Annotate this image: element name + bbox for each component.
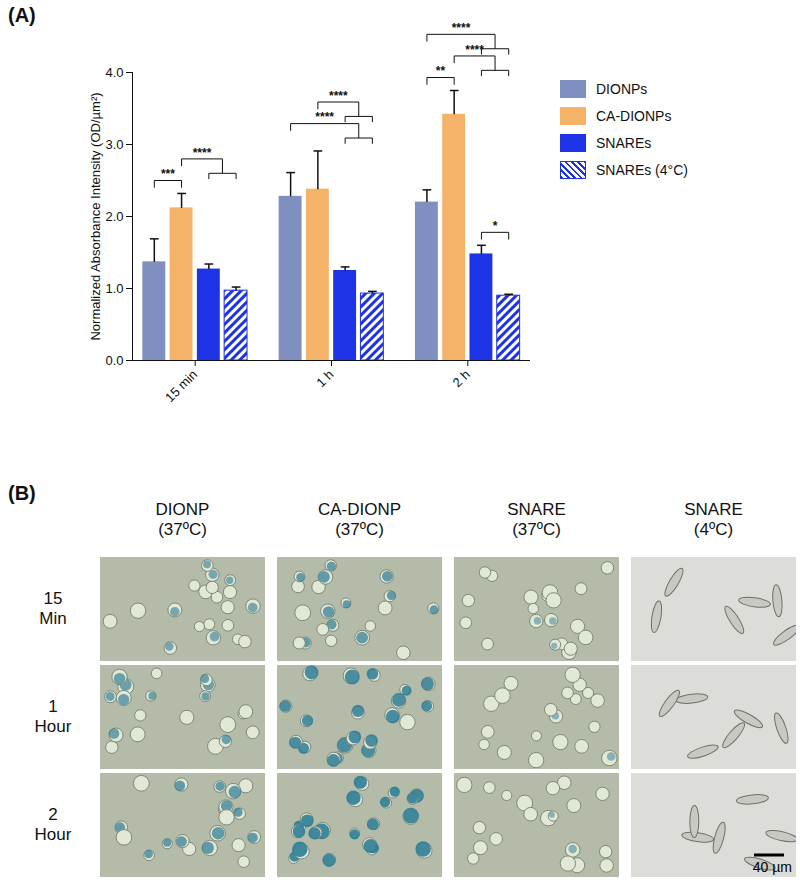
html-text:1: 1 (48, 697, 58, 716)
html-text:DIONPs: DIONPs (596, 81, 648, 97)
html-text:(4ºC): (4ºC) (693, 520, 734, 539)
svg-text:*: * (493, 219, 498, 233)
svg-text:****: **** (315, 110, 334, 124)
html-text:CA-DIONPs: CA-DIONPs (596, 108, 672, 124)
html-text:(A): (A) (8, 4, 36, 26)
svg-text:****: **** (193, 146, 212, 160)
html-text:(37ºC): (37ºC) (158, 520, 207, 539)
svg-text:Normalized Absorbance Intensit: Normalized Absorbance Intensity (OD/µm²) (88, 92, 103, 340)
svg-text:4.0: 4.0 (105, 65, 123, 80)
svg-text:15 min: 15 min (162, 367, 200, 405)
svg-text:****: **** (465, 43, 484, 57)
html-text:DIONP: DIONP (155, 500, 210, 519)
html-text:Min: Min (39, 609, 67, 628)
html-text:15: 15 (43, 589, 63, 608)
svg-text:40 µm: 40 µm (753, 859, 792, 875)
html-text:(37ºC): (37ºC) (512, 520, 561, 539)
svg-text:****: **** (329, 89, 348, 103)
html-text:(B): (B) (8, 482, 36, 504)
svg-text:1 h: 1 h (313, 367, 336, 390)
svg-text:3.0: 3.0 (105, 137, 123, 152)
html-text:Hour: Hour (34, 717, 72, 736)
html-text:SNAREs: SNAREs (596, 135, 652, 151)
svg-text:****: **** (452, 21, 471, 35)
html-text:SNAREs (4°C): SNAREs (4°C) (596, 162, 688, 178)
html-text:SNARE: SNARE (684, 500, 743, 519)
html-text:2: 2 (48, 805, 58, 824)
svg-text:2.0: 2.0 (105, 209, 123, 224)
svg-text:1.0: 1.0 (105, 281, 123, 296)
svg-text:***: *** (161, 167, 175, 181)
svg-text:2 h: 2 h (449, 367, 472, 390)
html-text:SNARE: SNARE (507, 500, 566, 519)
html-text:Hour: Hour (34, 825, 72, 844)
html-text:CA-DIONP: CA-DIONP (317, 500, 402, 519)
html-text:(37ºC): (37ºC) (335, 520, 384, 539)
svg-text:0.0: 0.0 (105, 353, 123, 368)
svg-text:**: ** (436, 64, 446, 78)
